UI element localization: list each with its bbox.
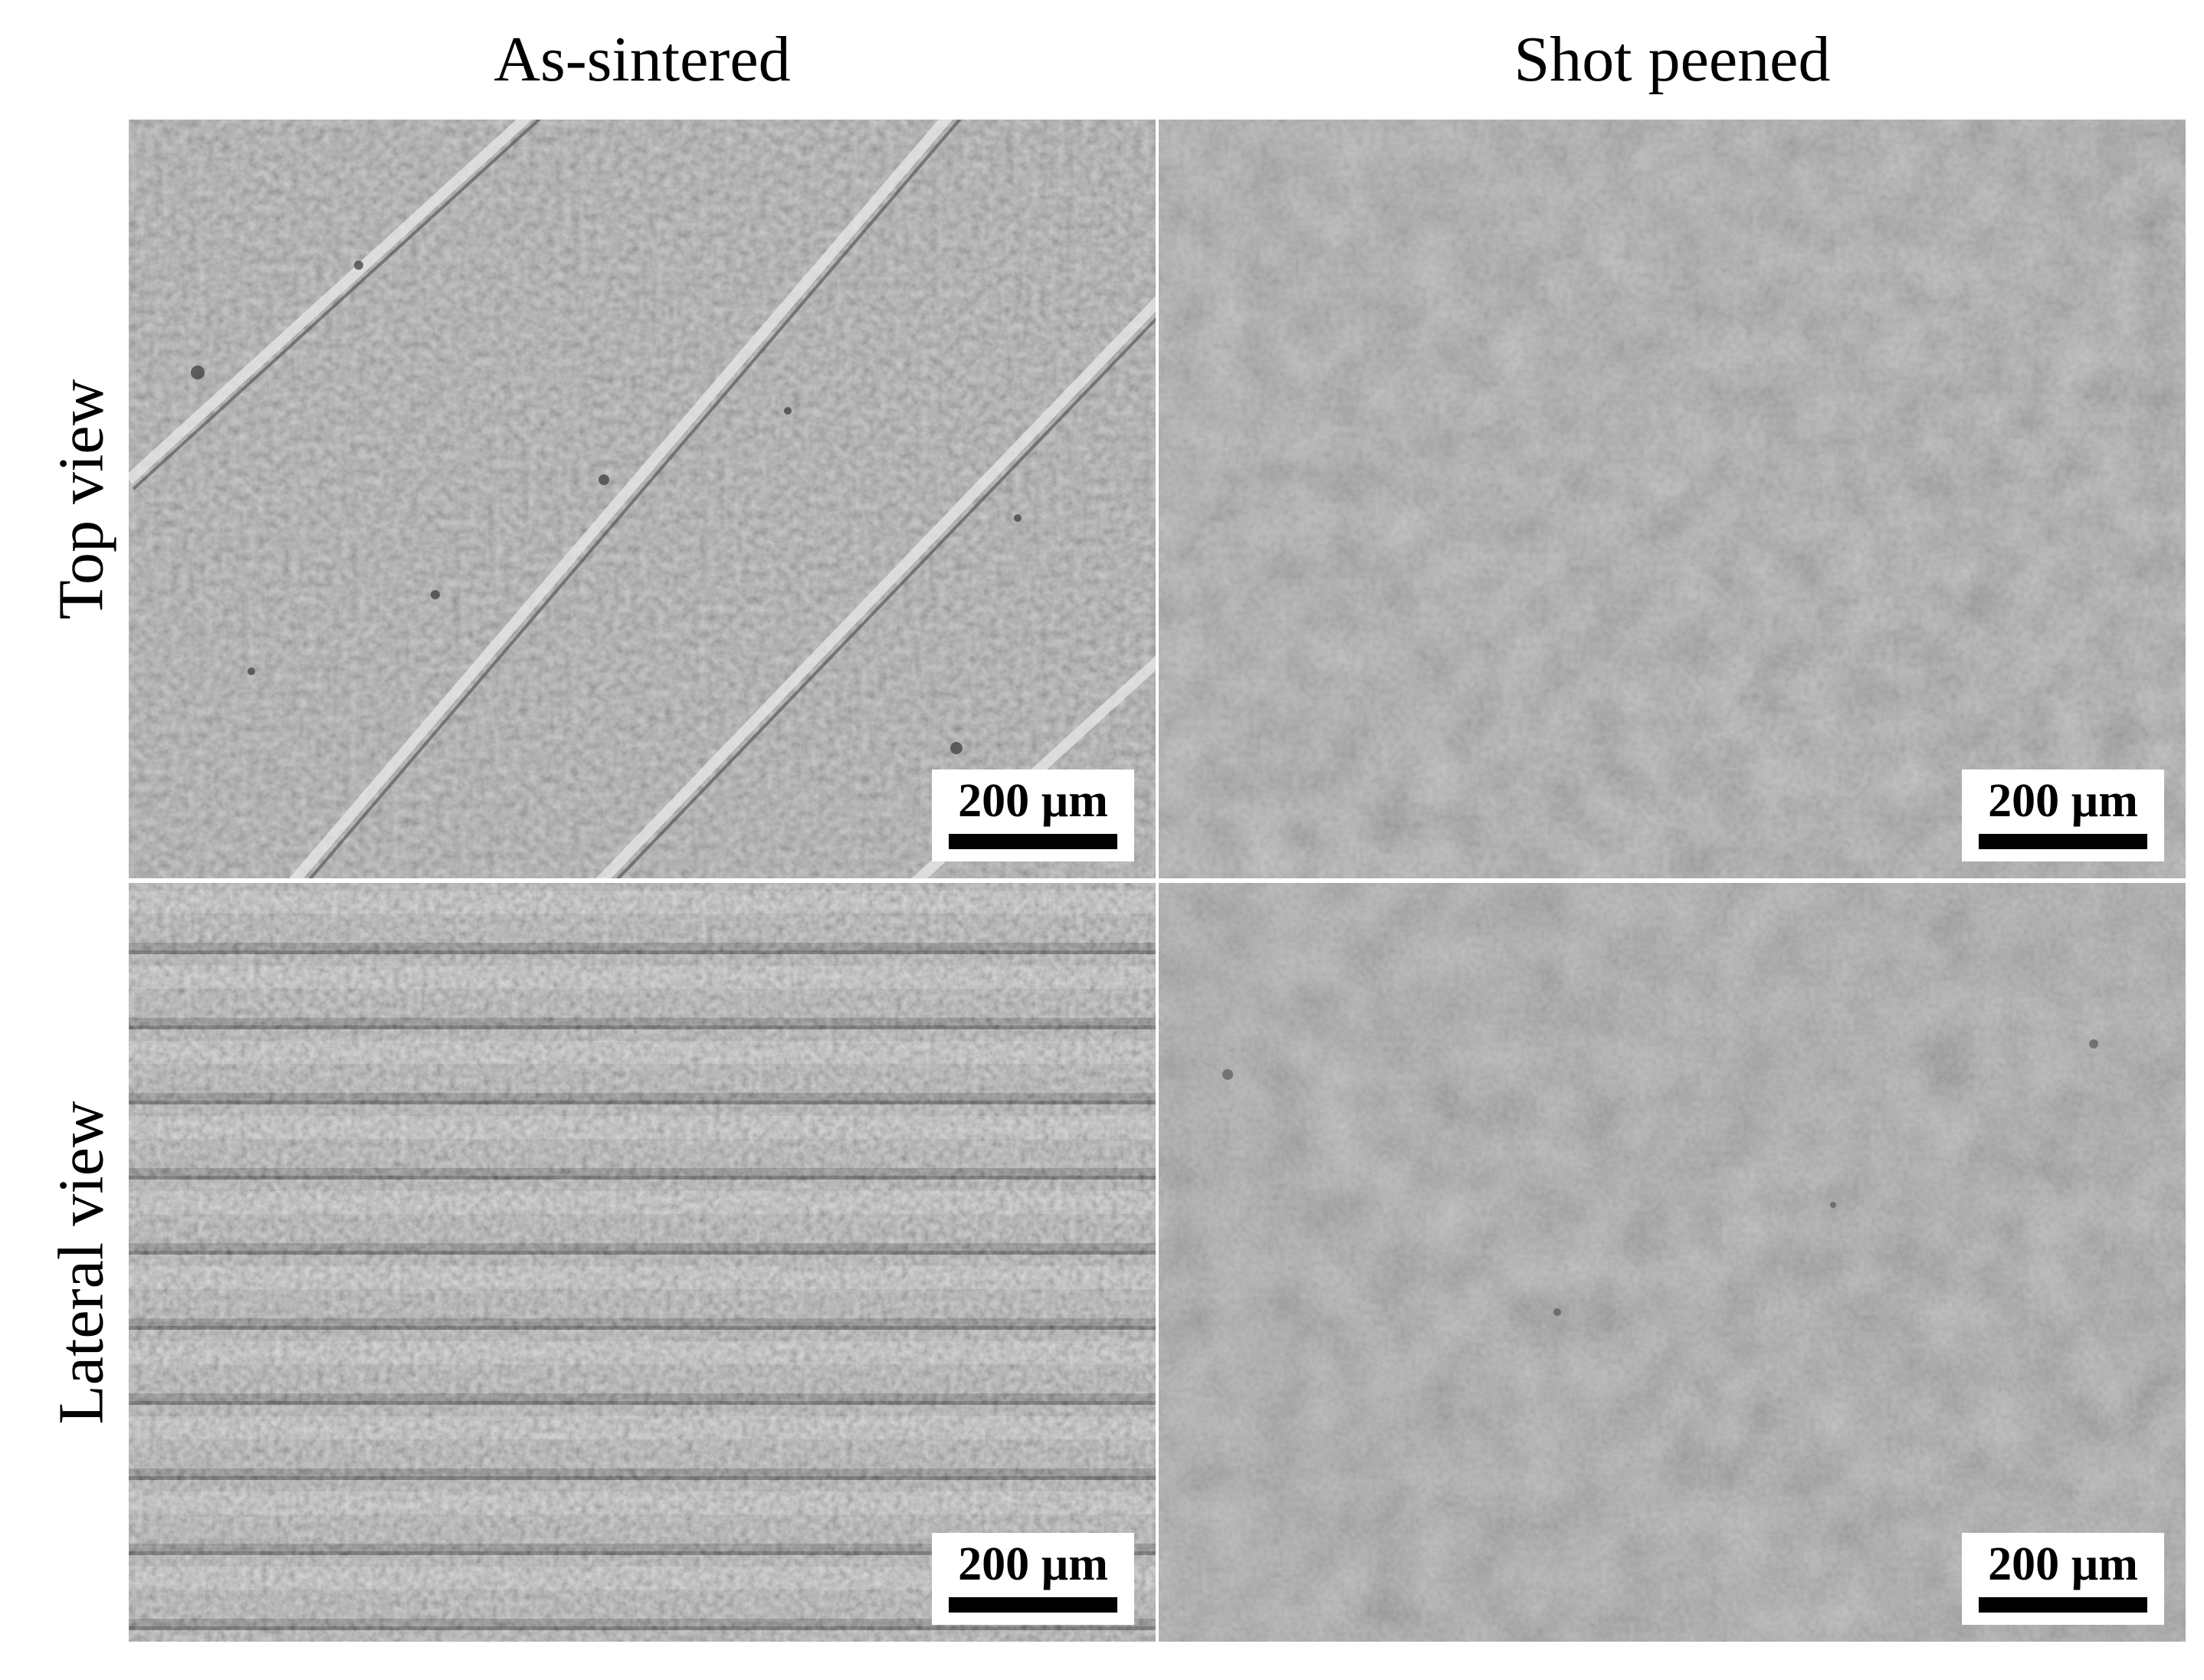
sem-texture-diagonal-tracks <box>129 120 1156 878</box>
sem-texture-peened <box>1159 883 2186 1642</box>
scale-bar-line <box>949 834 1117 849</box>
column-header-as-sintered: As-sintered <box>494 24 791 95</box>
sem-image-top-view-shot-peened: 200 µm <box>1159 120 2186 878</box>
column-header-shot-peened: Shot peened <box>1514 24 1831 95</box>
scale-bar: 200 µm <box>932 769 1134 861</box>
scale-bar-label: 200 µm <box>1988 775 2138 827</box>
row-header-lateral-view-text: Lateral view <box>45 1100 117 1425</box>
scale-bar: 200 µm <box>1962 769 2164 861</box>
scale-bar: 200 µm <box>1962 1533 2164 1625</box>
sem-texture-layer-lines <box>129 883 1156 1642</box>
scale-bar: 200 µm <box>932 1533 1134 1625</box>
row-header-lateral-view: Lateral view <box>43 883 120 1642</box>
sem-image-lateral-view-shot-peened: 200 µm <box>1159 883 2186 1642</box>
sem-image-top-view-as-sintered: 200 µm <box>129 120 1156 878</box>
row-header-top-view: Top view <box>43 120 120 878</box>
scale-bar-label: 200 µm <box>958 775 1108 827</box>
sem-image-lateral-view-as-sintered: 200 µm <box>129 883 1156 1642</box>
scale-bar-line <box>1979 834 2147 849</box>
scale-bar-line <box>949 1597 1117 1613</box>
scale-bar-label: 200 µm <box>958 1538 1108 1590</box>
sem-texture-peened <box>1159 120 2186 878</box>
scale-bar-line <box>1979 1597 2147 1613</box>
row-header-top-view-text: Top view <box>45 379 117 619</box>
scale-bar-label: 200 µm <box>1988 1538 2138 1590</box>
